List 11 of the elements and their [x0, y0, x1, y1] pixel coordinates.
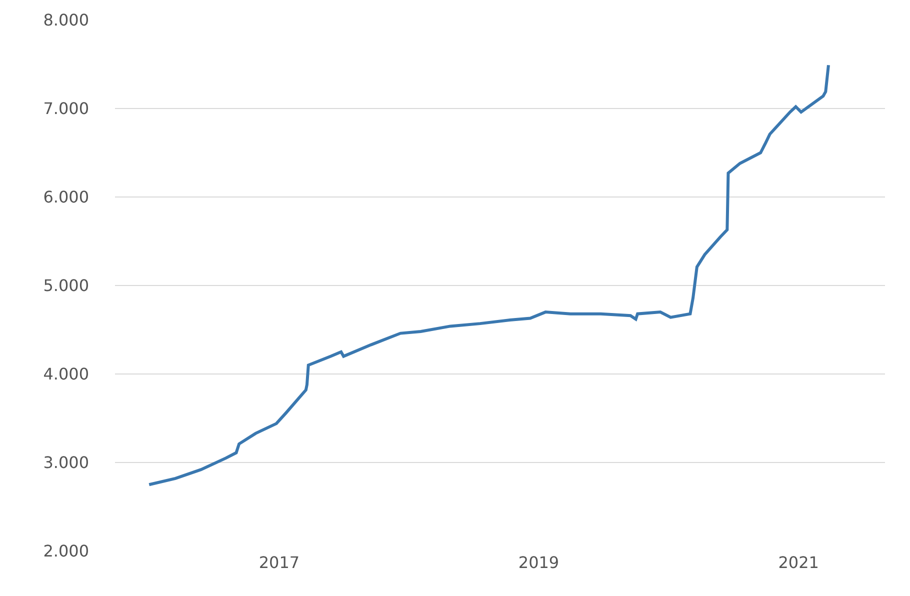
y-tick-label: 7.000 [43, 99, 89, 118]
x-tick-label: 2019 [518, 553, 560, 572]
x-tick-label: 2017 [258, 553, 300, 572]
y-tick-label: 6.000 [43, 188, 89, 207]
y-tick-label: 3.000 [43, 453, 89, 472]
x-tick-label: 2021 [778, 553, 819, 572]
y-tick-label: 8.000 [43, 10, 89, 30]
y-tick-label: 5.000 [43, 276, 89, 296]
line-series [148, 64, 830, 486]
y-tick-label: 2.000 [43, 542, 89, 561]
y-tick-label: 4.000 [43, 364, 89, 384]
